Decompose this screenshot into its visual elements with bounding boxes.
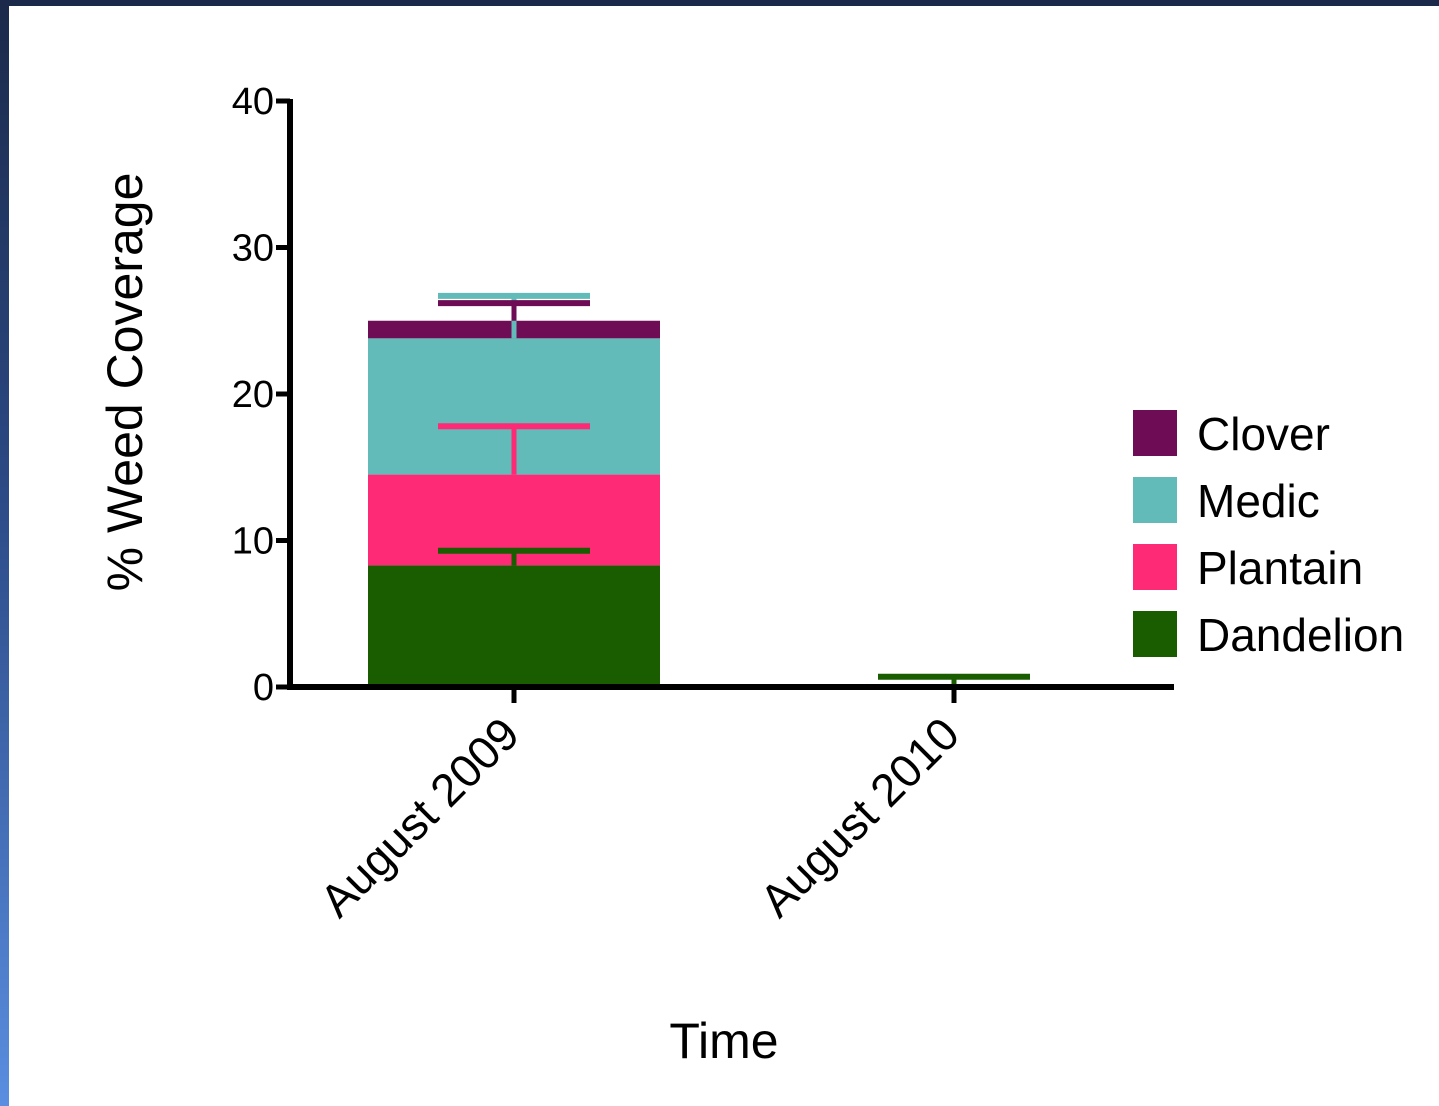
y-ticks-group: 0 10 20 30 40 bbox=[232, 81, 290, 709]
y-tick-label-30: 30 bbox=[232, 228, 274, 270]
bars-group bbox=[368, 320, 1100, 688]
y-tick-label-0: 0 bbox=[253, 667, 274, 709]
stacked-bar-chart: 0 10 20 30 40 August 2009 August 2010 % Weed … bbox=[97, 81, 1404, 1069]
legend-swatch-plantain bbox=[1133, 544, 1177, 590]
chart-frame: 0 10 20 30 40 August 2009 August 2010 % Weed … bbox=[9, 6, 1439, 1106]
x-categories-group: August 2009 August 2010 bbox=[310, 687, 969, 927]
legend-swatch-dandelion bbox=[1133, 611, 1177, 657]
legend: Clover Medic Plantain Dandelion bbox=[1133, 408, 1404, 661]
legend-label-clover: Clover bbox=[1197, 408, 1330, 460]
y-tick-label-10: 10 bbox=[232, 521, 274, 563]
legend-label-dandelion: Dandelion bbox=[1197, 609, 1404, 661]
y-tick-label-40: 40 bbox=[232, 81, 274, 123]
legend-swatch-clover bbox=[1133, 410, 1177, 456]
legend-label-plantain: Plantain bbox=[1197, 542, 1363, 594]
y-axis-title: % Weed Coverage bbox=[97, 173, 153, 592]
error-bars-group bbox=[438, 292, 1030, 685]
legend-swatch-medic bbox=[1133, 477, 1177, 523]
x-axis-title: Time bbox=[669, 1013, 778, 1069]
x-category-label-1: August 2010 bbox=[750, 707, 969, 926]
x-category-label-0: August 2009 bbox=[310, 707, 529, 926]
bar-dandelion-0 bbox=[368, 565, 660, 687]
legend-label-medic: Medic bbox=[1197, 475, 1320, 527]
y-tick-label-20: 20 bbox=[232, 374, 274, 416]
